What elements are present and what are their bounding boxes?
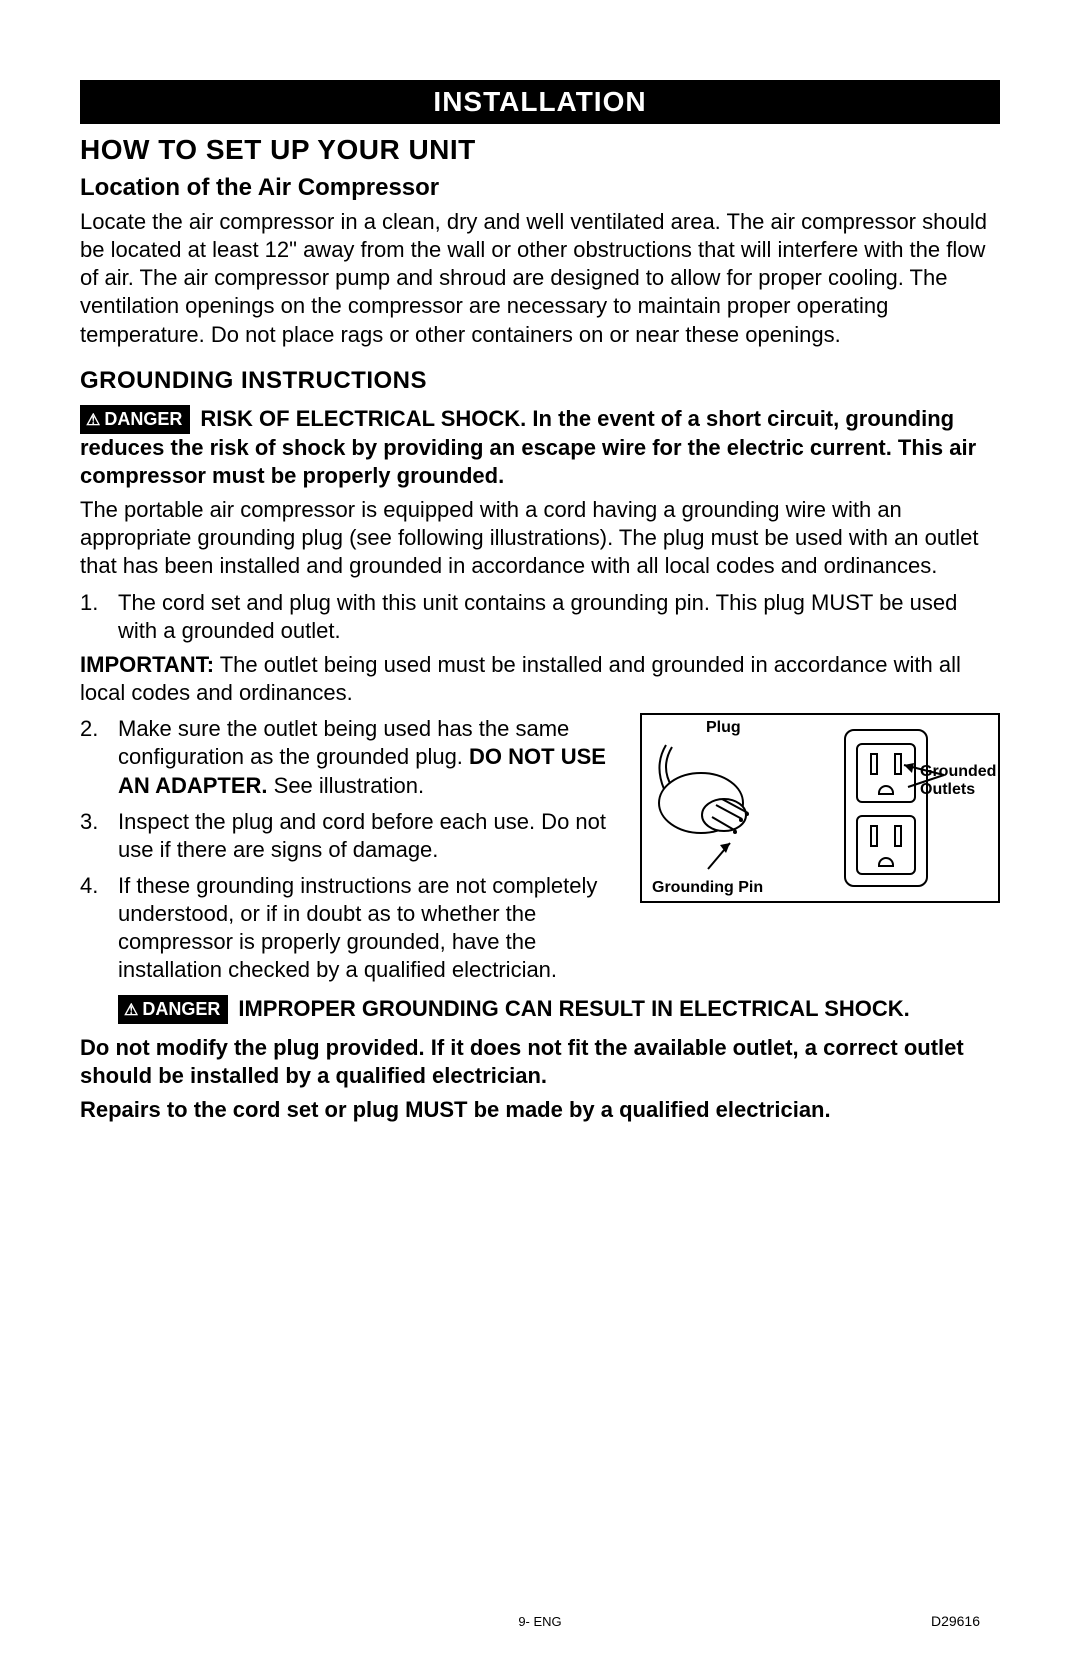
list-num: 1. [80, 589, 118, 645]
grounding-list: 1. The cord set and plug with this unit … [80, 589, 1000, 645]
list-text: The cord set and plug with this unit con… [118, 589, 1000, 645]
footer-center: 9- ENG [0, 1614, 1080, 1629]
section-banner: INSTALLATION [80, 80, 1000, 124]
danger-badge: ⚠DANGER [80, 405, 190, 434]
list-text: If these grounding instructions are not … [118, 872, 626, 985]
list-num: 4. [80, 872, 118, 985]
list-text: Inspect the plug and cord before each us… [118, 808, 626, 864]
danger-badge: ⚠DANGER [118, 995, 228, 1024]
figure-label-pin: Grounding Pin [652, 879, 763, 897]
warning-icon: ⚠ [86, 413, 100, 429]
list-item: 2. Make sure the outlet being used has t… [80, 715, 626, 799]
subheading-grounding: GROUNDING INSTRUCTIONS [80, 367, 1000, 395]
list-text-b: See illustration. [268, 773, 425, 798]
list-item: 1. The cord set and plug with this unit … [80, 589, 1000, 645]
danger-label: DANGER [142, 999, 220, 1019]
page-heading: HOW TO SET UP YOUR UNIT [80, 134, 1000, 166]
list-text: Make sure the outlet being used has the … [118, 715, 626, 799]
closing-2: Repairs to the cord set or plug MUST be … [80, 1096, 1000, 1124]
plug-outlet-figure: Plug Grounding Pin Grounded Outlets [640, 713, 1000, 903]
list-item: 4. If these grounding instructions are n… [80, 872, 626, 985]
arrow-to-outlets [898, 759, 948, 789]
list-num: 3. [80, 808, 118, 864]
list-num: 2. [80, 715, 118, 799]
outlet-bottom [856, 815, 916, 875]
danger-label: DANGER [104, 409, 182, 429]
footer-right: D29616 [931, 1613, 980, 1629]
danger-text-2: IMPROPER GROUNDING CAN RESULT IN ELECTRI… [238, 996, 909, 1021]
danger-text-1: RISK OF ELECTRICAL SHOCK. In the event o… [80, 406, 976, 488]
list-item: 3. Inspect the plug and cord before each… [80, 808, 626, 864]
subheading-location: Location of the Air Compressor [80, 174, 1000, 202]
grounding-body: The portable air compressor is equipped … [80, 496, 1000, 580]
closing-1: Do not modify the plug provided. If it d… [80, 1034, 1000, 1090]
outlet-plate [844, 729, 928, 887]
important-note: IMPORTANT: The outlet being used must be… [80, 651, 1000, 707]
arrow-to-pin [702, 835, 742, 875]
grounding-list-with-figure: Plug Grounding Pin Grounded Outlets [80, 707, 1000, 984]
danger-block-2: ⚠DANGER IMPROPER GROUNDING CAN RESULT IN… [80, 995, 1000, 1024]
warning-icon: ⚠ [124, 1003, 138, 1019]
danger-block-1: ⚠DANGER RISK OF ELECTRICAL SHOCK. In the… [80, 405, 1000, 490]
location-body: Locate the air compressor in a clean, dr… [80, 208, 1000, 349]
important-label: IMPORTANT: [80, 652, 214, 677]
